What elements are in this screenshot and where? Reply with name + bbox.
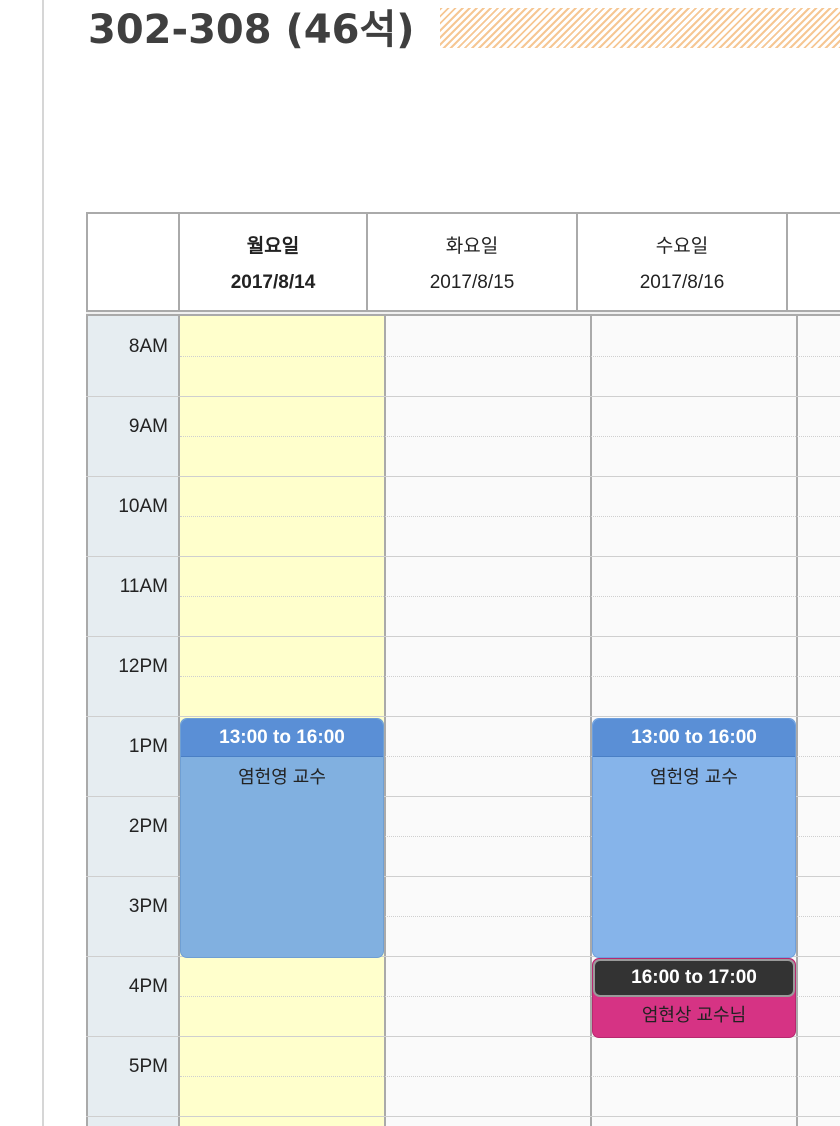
day-name: 수요일 <box>655 236 709 257</box>
time-label: 3PM <box>128 896 168 917</box>
hour-gridline <box>86 876 840 877</box>
hour-gridline <box>86 476 840 477</box>
day-header-wednesday[interactable]: 수요일 2017/8/16 <box>578 214 788 312</box>
day-date: 2017/8/14 <box>230 272 316 293</box>
event-title: 엄현상 교수님 <box>641 1005 747 1025</box>
half-hour-gridline <box>180 836 840 837</box>
day-name: 화요일 <box>445 236 499 257</box>
title-decorative-stripe <box>440 8 840 48</box>
calendar-grid: 8AM 9AM 10AM 11AM 12PM 1PM 2PM 3PM 4PM 5… <box>86 316 840 1126</box>
half-hour-gridline <box>180 756 840 757</box>
time-label: 8AM <box>128 336 168 357</box>
hour-gridline <box>86 1116 840 1117</box>
event-title: 염헌영 교수 <box>650 767 738 787</box>
time-label: 9AM <box>128 416 168 437</box>
time-label: 5PM <box>128 1056 168 1077</box>
half-hour-gridline <box>180 1076 840 1077</box>
half-hour-gridline <box>180 516 840 517</box>
calendar-header-row: 월요일 2017/8/14 화요일 2017/8/15 수요일 2017/8/1… <box>86 212 840 312</box>
time-axis: 8AM 9AM 10AM 11AM 12PM 1PM 2PM 3PM 4PM 5… <box>86 316 180 1126</box>
calendar-event[interactable]: 13:00 to 16:00 염헌영 교수 <box>180 718 384 958</box>
half-hour-gridline <box>180 676 840 677</box>
hour-gridline <box>86 716 840 717</box>
day-date: 2017/8/16 <box>639 272 725 293</box>
day-header-monday[interactable]: 월요일 2017/8/14 <box>180 214 368 312</box>
event-time: 13:00 to 16:00 <box>181 719 383 757</box>
day-header-thursday-partial[interactable] <box>788 214 840 312</box>
event-time: 13:00 to 16:00 <box>593 719 795 757</box>
header-corner-cell <box>88 214 180 312</box>
calendar-event[interactable]: 16:00 to 17:00 엄현상 교수님 <box>592 958 796 1038</box>
hour-gridline <box>86 396 840 397</box>
hour-gridline <box>86 1036 840 1037</box>
hour-gridline <box>86 636 840 637</box>
event-time: 16:00 to 17:00 <box>593 959 795 997</box>
left-border-rule <box>42 0 44 1126</box>
half-hour-gridline <box>180 356 840 357</box>
time-label: 12PM <box>118 656 168 677</box>
hour-gridline <box>86 556 840 557</box>
day-column-tuesday[interactable] <box>386 316 592 1126</box>
time-label: 1PM <box>128 736 168 757</box>
event-title: 염헌영 교수 <box>238 767 326 787</box>
time-label: 4PM <box>128 976 168 997</box>
hour-gridline <box>86 796 840 797</box>
weekly-calendar: 월요일 2017/8/14 화요일 2017/8/15 수요일 2017/8/1… <box>86 212 840 1126</box>
day-name: 월요일 <box>246 236 300 257</box>
day-date: 2017/8/15 <box>429 272 515 293</box>
header-divider <box>86 310 840 316</box>
half-hour-gridline <box>180 596 840 597</box>
day-header-tuesday[interactable]: 화요일 2017/8/15 <box>368 214 578 312</box>
half-hour-gridline <box>180 996 840 997</box>
half-hour-gridline <box>180 916 840 917</box>
time-label: 10AM <box>118 496 168 517</box>
half-hour-gridline <box>180 436 840 437</box>
hour-gridline <box>86 956 840 957</box>
calendar-event[interactable]: 13:00 to 16:00 염헌영 교수 <box>592 718 796 958</box>
room-title: 302-308 (46석) <box>88 7 415 53</box>
time-label: 2PM <box>128 816 168 837</box>
day-column-thursday-partial[interactable] <box>798 316 840 1126</box>
time-label: 11AM <box>119 576 168 597</box>
